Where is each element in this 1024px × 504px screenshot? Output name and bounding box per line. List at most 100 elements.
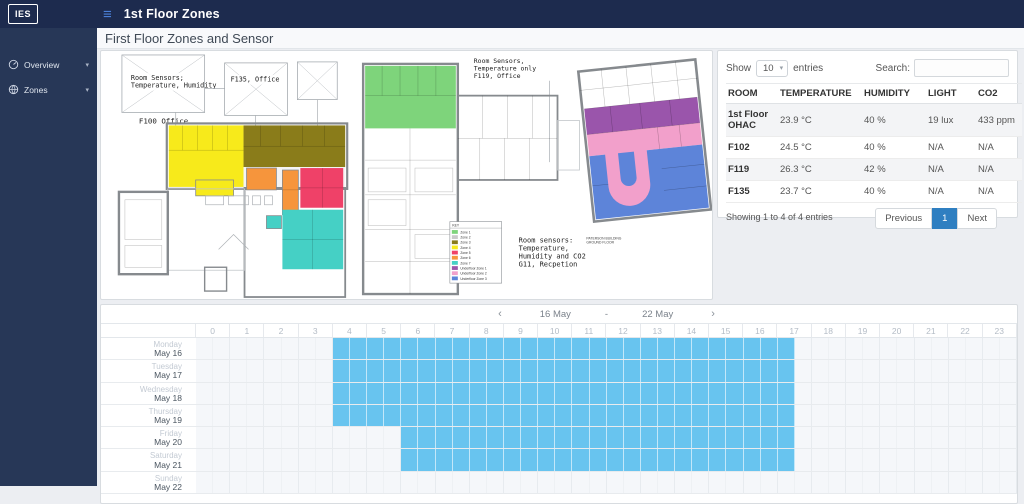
page-size-select[interactable]: 10 ▾ [756,59,789,77]
schedule-cell [675,360,693,382]
column-header-light[interactable]: LIGHT [926,83,976,104]
label-f100: F100 Office [139,116,189,125]
schedule-cell [418,471,436,494]
schedule-cell [846,338,864,360]
section-header-text: First Floor Zones and Sensor [105,30,274,46]
hour-label: 23 [983,324,1017,337]
schedule-cell [777,471,795,494]
schedule-cell [572,382,590,404]
zone-6-orange [282,169,299,216]
schedule-cell [880,427,898,449]
cell-light: 19 lux [926,103,976,137]
schedule-cell [931,404,949,427]
schedule-cell [435,360,453,382]
schedule-cell [692,338,710,360]
schedule-cell [281,338,299,360]
cell-room: F119 [726,158,778,181]
svg-text:Room sensors:: Room sensors: [519,236,574,244]
schedule-cell [298,471,316,494]
schedule-cell [401,404,419,427]
schedule-cell [965,338,984,360]
prev-week-arrow[interactable]: ‹ [498,308,502,320]
zone-4-yellow [195,179,234,197]
schedule-cell [675,404,693,427]
schedule-cell [846,360,864,382]
schedule-cell [367,449,385,471]
schedule-cell [863,471,881,494]
page-1-button[interactable]: 1 [932,208,958,229]
schedule-cell [777,427,795,449]
legend-swatch [451,235,458,239]
schedule-cell [948,338,966,360]
page-title: 1st Floor Zones [123,7,220,21]
schedule-cell [777,338,795,360]
schedule-cell [743,449,761,471]
schedule-cell [794,404,812,427]
schedule-cell [1000,360,1017,382]
schedule-cell [811,449,830,471]
schedule-cell [897,404,915,427]
sidebar-item-zones[interactable]: Zones ▾ [0,77,97,102]
previous-page-button[interactable]: Previous [875,208,933,229]
svg-text:Humidity and CO2: Humidity and CO2 [519,252,586,260]
calendar-row: Sunday May 22 [101,471,1017,495]
table-row: F102 24.5 °C 40 % N/A N/A [726,136,1022,159]
zone-7-cyan [282,209,344,270]
sidebar-item-overview[interactable]: Overview ▾ [0,52,97,77]
cell-temperature: 26.3 °C [778,158,862,181]
schedule-cell [965,382,984,404]
schedule-cell [486,427,504,449]
schedule-cell [469,449,487,471]
schedule-cell [640,382,658,404]
schedule-cell [794,427,812,449]
hour-label: 19 [846,324,881,337]
hour-label: 11 [572,324,607,337]
search-input[interactable] [914,59,1009,77]
schedule-cell [675,382,693,404]
ies-logo[interactable]: IES [8,4,38,24]
building-west-wing [165,122,349,298]
next-week-arrow[interactable]: › [711,308,715,320]
schedule-cell [965,360,984,382]
schedule-cell [880,449,898,471]
cell-co2: 433 ppm [976,103,1022,137]
schedule-cell [469,427,487,449]
schedule-cell [521,360,539,382]
schedule-cell [298,427,316,449]
sidebar-item-label: Overview [24,59,60,70]
hamburger-menu-icon[interactable]: ≡ [103,5,112,23]
schedule-cell [811,471,830,494]
column-header-co2[interactable]: CO2 [976,83,1022,104]
schedule-cell [863,427,881,449]
schedule-cell [589,404,607,427]
schedule-cell [640,449,658,471]
page-size-value: 10 [763,62,774,74]
schedule-cell [452,449,470,471]
schedule-cell [863,360,881,382]
building-paterson [576,58,712,224]
schedule-cell [230,449,248,471]
schedule-cell [264,382,282,404]
table-row: 1st Floor OHAC 23.9 °C 40 % 19 lux 433 p… [726,103,1022,137]
column-header-humidity[interactable]: HUMIDITY [862,83,926,104]
zone-4-yellow [168,125,244,187]
schedule-cell [332,404,350,427]
schedule-cell [863,449,881,471]
column-header-temperature[interactable]: TEMPERATURE [778,83,862,104]
schedule-cell [794,449,812,471]
search-label: Search: [875,62,910,74]
schedule-cell [589,427,607,449]
column-header-room[interactable]: ROOM [726,83,778,104]
schedule-cell [931,360,949,382]
day-date: May 21 [154,459,182,470]
hour-label: 12 [606,324,641,337]
schedule-cell [435,427,453,449]
schedule-cell [247,338,265,360]
schedule-cell [213,471,231,494]
schedule-cell [264,427,282,449]
legend-swatch [451,276,458,281]
schedule-cell [469,382,487,404]
hour-label: 6 [401,324,436,337]
next-page-button[interactable]: Next [957,208,997,229]
zone-3-olive [243,125,346,168]
